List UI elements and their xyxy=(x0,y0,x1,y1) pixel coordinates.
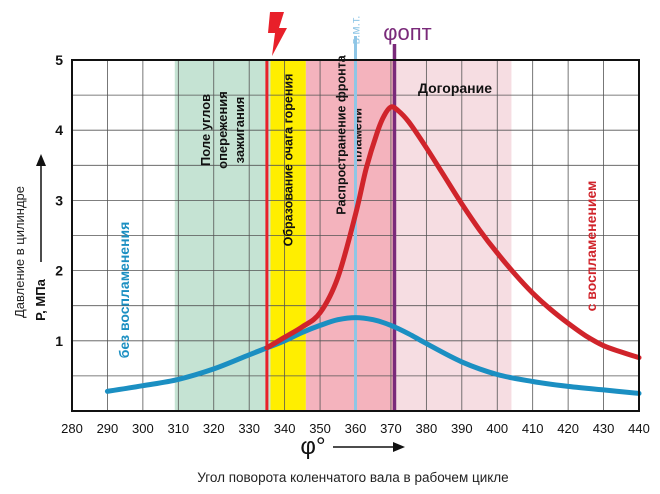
y-axis-arrow-icon xyxy=(36,154,46,262)
x-tick-label: 360 xyxy=(345,421,367,436)
zone-label-flame-kernel: Образование очага горения xyxy=(282,74,296,247)
y-tick-label: 3 xyxy=(55,192,63,208)
x-axis-symbol: φ° xyxy=(300,433,325,460)
x-tick-label: 320 xyxy=(203,421,225,436)
x-tick-label: 430 xyxy=(593,421,615,436)
series-label-with-ignition: с воспламенением xyxy=(583,181,599,312)
optimal-angle-label: φопт xyxy=(383,20,432,45)
spark-icon-shape xyxy=(268,12,287,56)
zone-label-advance-angles: Поле углов опережения зажигания xyxy=(198,91,247,169)
zone-label-afterburning: Догорание xyxy=(418,80,492,96)
spark-icon xyxy=(268,12,287,56)
tdc-label: в.м.т. xyxy=(349,16,363,45)
series-line-with-ignition xyxy=(264,104,642,361)
x-tick-label: 420 xyxy=(557,421,579,436)
series-line-without-ignition xyxy=(104,315,642,396)
series-label-without-ignition: без воспламенения xyxy=(116,222,132,359)
x-tick-label: 290 xyxy=(97,421,119,436)
x-tick-label: 310 xyxy=(167,421,189,436)
x-tick-label: 340 xyxy=(274,421,296,436)
x-tick-label: 300 xyxy=(132,421,154,436)
x-tick-label: 380 xyxy=(416,421,438,436)
x-axis-label: Угол поворота коленчатого вала в рабочем… xyxy=(197,470,508,485)
x-tick-label: 400 xyxy=(486,421,508,436)
x-tick-label: 350 xyxy=(309,421,331,436)
x-axis-arrow-icon xyxy=(333,442,405,452)
x-tick-label: 330 xyxy=(238,421,260,436)
y-tick-label: 4 xyxy=(55,122,63,138)
x-tick-label: 410 xyxy=(522,421,544,436)
y-axis-label: Давление в цилиндре xyxy=(12,186,27,318)
y-tick-label: 5 xyxy=(55,52,63,68)
x-tick-label: 370 xyxy=(380,421,402,436)
y-tick-label: 1 xyxy=(55,333,63,349)
x-tick-label: 390 xyxy=(451,421,473,436)
y-axis-unit: P, МПа xyxy=(33,278,48,320)
ticks-layer: 280 290 300 310 320 330 340 350 360 370 380 390 400 4… xyxy=(55,52,650,436)
plot-frame xyxy=(71,59,640,412)
series-layer xyxy=(104,104,642,396)
x-tick-label: 280 xyxy=(61,421,83,436)
x-tick-label: 440 xyxy=(628,421,650,436)
axes-layer xyxy=(71,59,640,412)
y-tick-label: 2 xyxy=(55,263,63,279)
